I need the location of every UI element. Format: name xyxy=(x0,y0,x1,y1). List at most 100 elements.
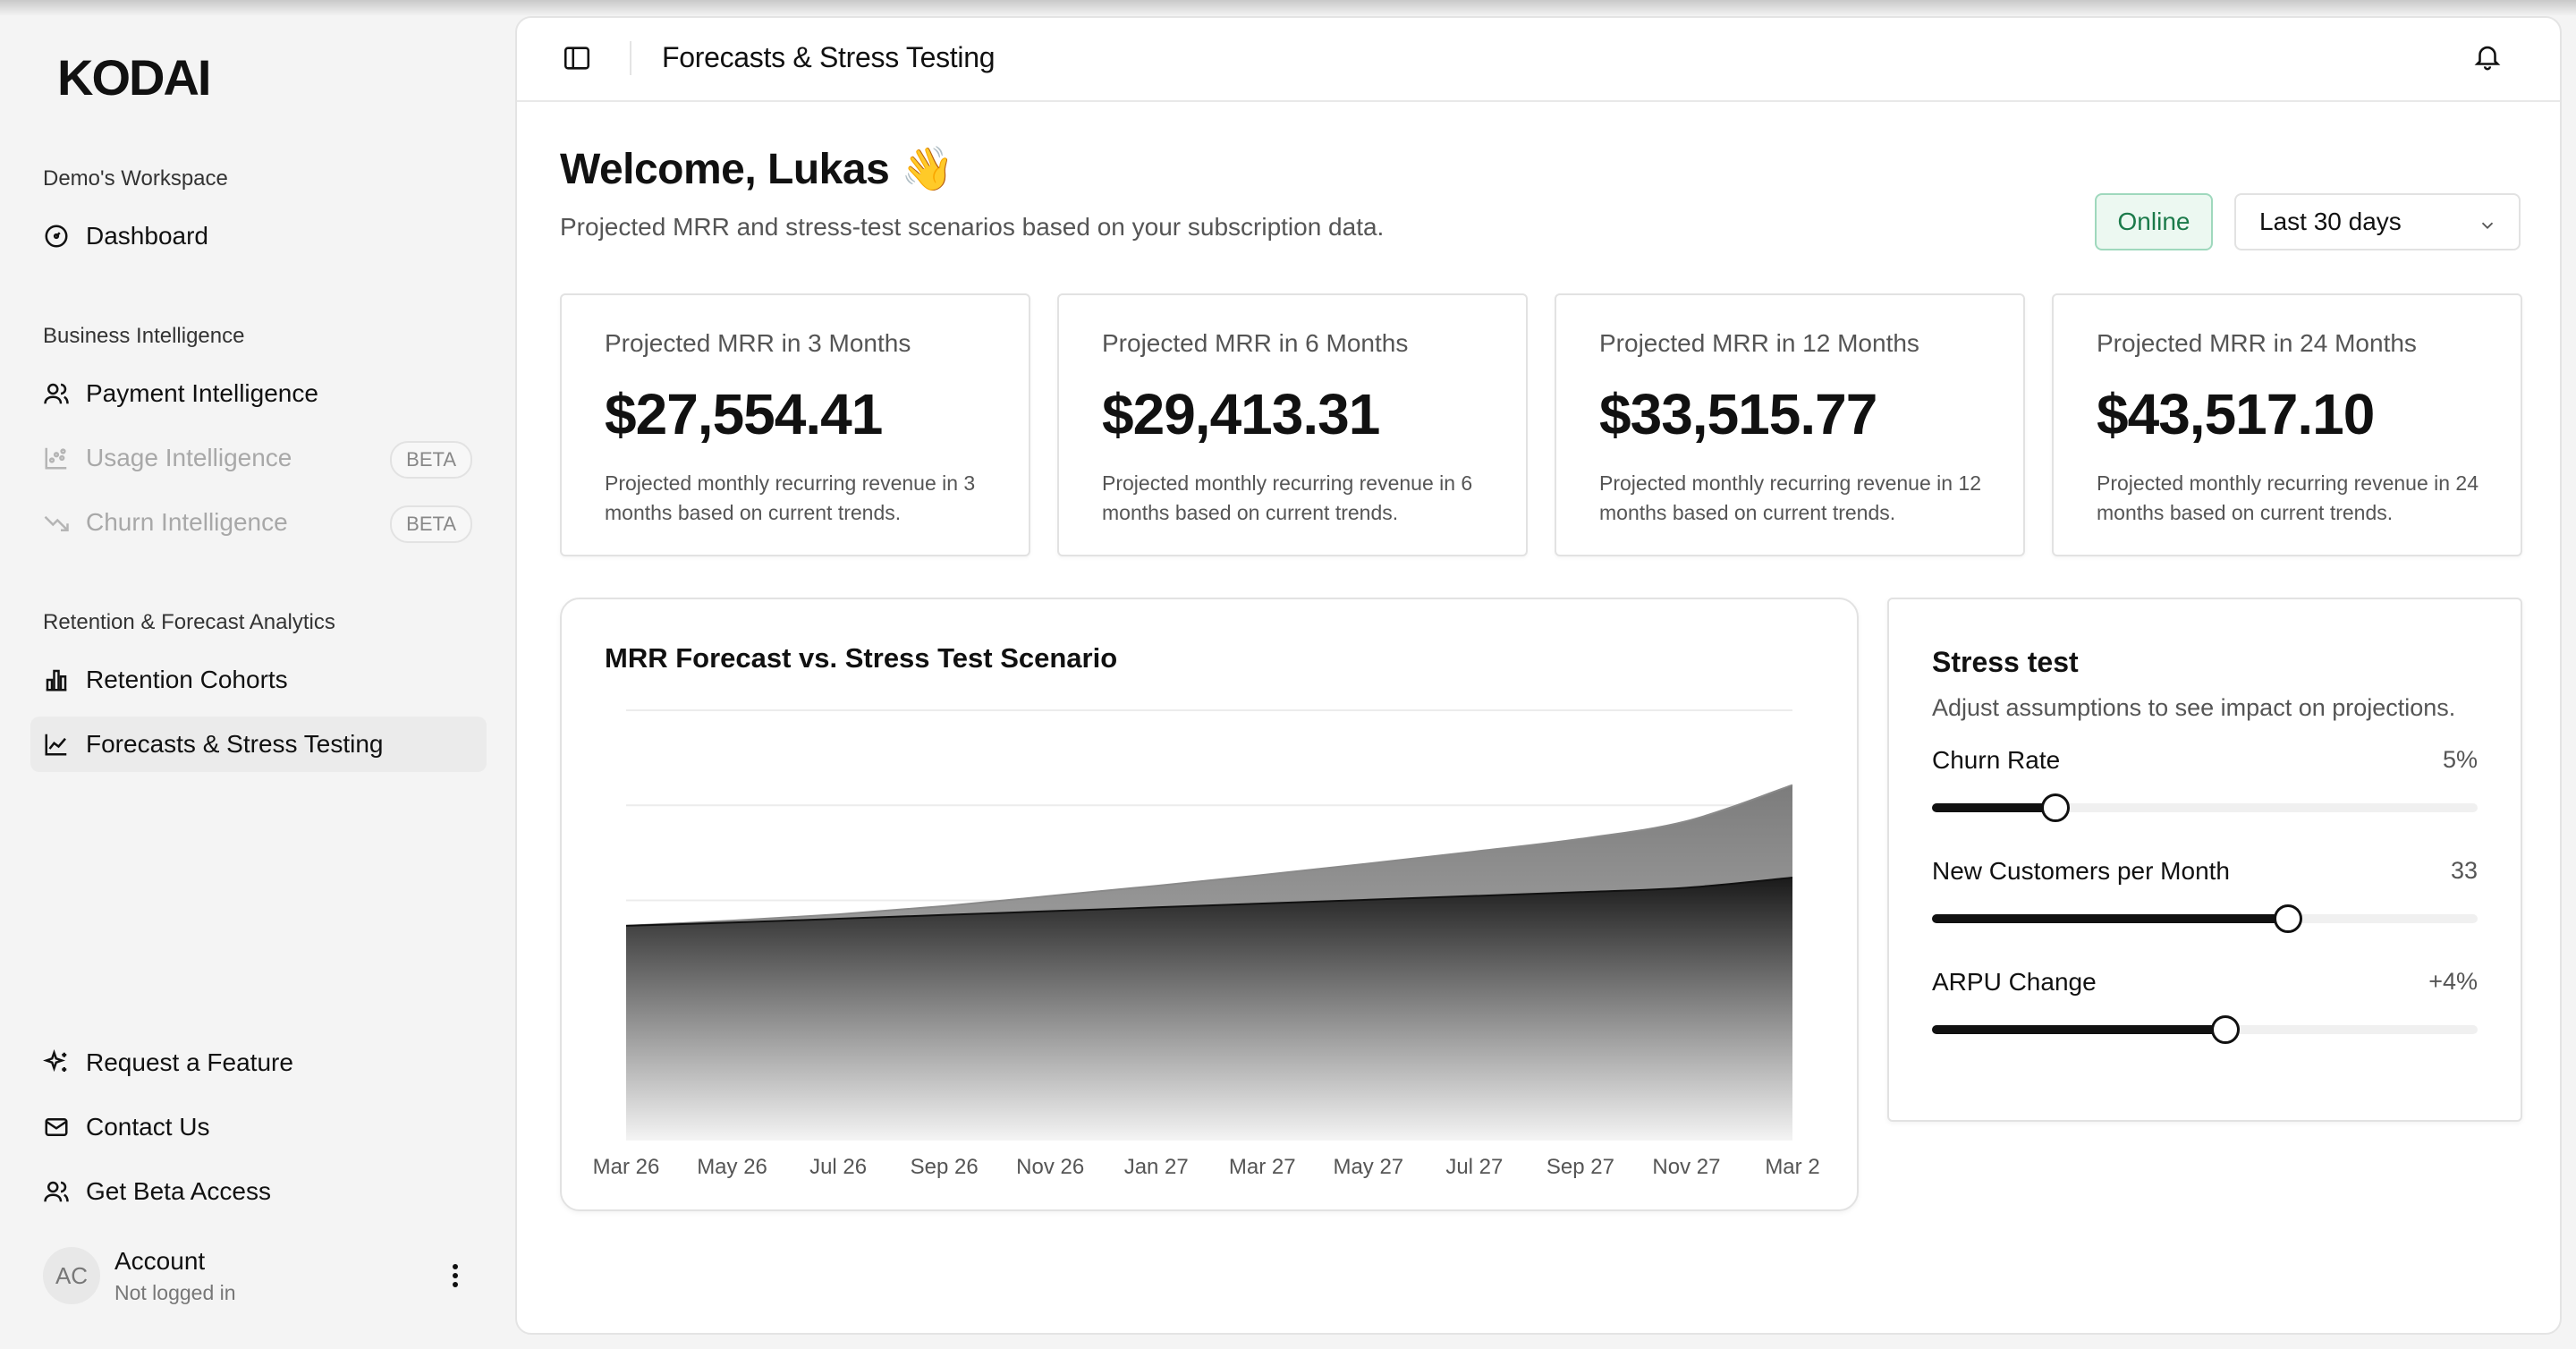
arpu-change-value: +4% xyxy=(2428,968,2478,995)
sidebar-item-label: Churn Intelligence xyxy=(86,508,288,536)
sidebar-item-label: Get Beta Access xyxy=(86,1177,271,1205)
sparkles-icon xyxy=(43,1049,70,1076)
kpi-value: $27,554.41 xyxy=(605,382,883,446)
forecast-line xyxy=(625,784,1793,927)
beta-badge: BETA xyxy=(390,505,472,543)
slider-fill xyxy=(1932,1025,2226,1034)
date-range-select[interactable]: Last 30 days xyxy=(2234,193,2521,250)
kpi-card-12-months: Projected MRR in 12 Months $33,515.77 Pr… xyxy=(1555,293,2025,556)
bar-chart-icon xyxy=(43,666,70,693)
sidebar-item-usage-intelligence[interactable]: Usage Intelligence BETA xyxy=(30,430,487,486)
kpi-value: $33,515.77 xyxy=(1599,382,1877,446)
kpi-label: Projected MRR in 24 Months xyxy=(2097,329,2417,357)
sidebar-item-label: Forecasts & Stress Testing xyxy=(86,730,384,758)
x-tick-label: Nov 27 xyxy=(1652,1155,1720,1179)
sidebar-item-retention-cohorts[interactable]: Retention Cohorts xyxy=(30,652,487,708)
sidebar-item-label: Dashboard xyxy=(86,222,208,250)
new-customers-value: 33 xyxy=(2450,857,2478,884)
stress-test-title: Stress test xyxy=(1932,646,2079,678)
more-vertical-icon[interactable] xyxy=(442,1258,469,1294)
kpi-card-3-months: Projected MRR in 3 Months $27,554.41 Pro… xyxy=(560,293,1030,556)
churn-rate-label: Churn Rate xyxy=(1932,746,2061,774)
x-tick-label: Mar 27 xyxy=(1229,1155,1296,1179)
kpi-label: Projected MRR in 3 Months xyxy=(605,329,911,357)
new-customers-slider[interactable] xyxy=(1932,904,2478,933)
stress-test-line xyxy=(625,877,1793,927)
slider-thumb[interactable] xyxy=(2040,793,2070,822)
sidebar: KODAI Demo's Workspace Dashboard Busines… xyxy=(0,0,510,1349)
new-customers-label: New Customers per Month xyxy=(1932,857,2231,885)
kpi-description: Projected monthly recurring revenue in 2… xyxy=(2097,471,2479,524)
main-panel: Forecasts & Stress Testing Welcome, Luka… xyxy=(515,16,2562,1335)
chevron-down-icon xyxy=(2478,213,2497,233)
sidebar-item-contact-us[interactable]: Contact Us xyxy=(30,1099,487,1155)
x-tick-label: Sep 26 xyxy=(911,1155,979,1179)
bell-icon[interactable] xyxy=(2472,41,2503,72)
stress-test-area xyxy=(626,878,1792,1141)
status-badge: Online xyxy=(2095,193,2213,250)
forecast-chart[interactable]: Mar 26 May 26 Jul 26 Sep 26 Nov 26 Jan 27 Mar … xyxy=(562,599,1860,1213)
kpi-value: $29,413.31 xyxy=(1102,382,1380,446)
divider xyxy=(630,41,631,75)
kpi-value: $43,517.10 xyxy=(2097,382,2375,446)
chart-scatter-icon xyxy=(43,445,70,471)
trending-down-icon xyxy=(43,509,70,536)
sidebar-item-forecasts[interactable]: Forecasts & Stress Testing xyxy=(30,717,487,772)
kpi-label: Projected MRR in 6 Months xyxy=(1102,329,1409,357)
sidebar-item-label: Contact Us xyxy=(86,1113,210,1141)
sidebar-item-beta-access[interactable]: Get Beta Access xyxy=(30,1164,487,1219)
sidebar-item-payment-intelligence[interactable]: Payment Intelligence xyxy=(30,366,487,421)
sidebar-item-request-feature[interactable]: Request a Feature xyxy=(30,1035,487,1090)
sidebar-item-label: Retention Cohorts xyxy=(86,666,288,693)
churn-rate-slider[interactable] xyxy=(1932,793,2478,822)
account-status: Not logged in xyxy=(114,1281,236,1304)
top-bar: Forecasts & Stress Testing xyxy=(517,18,2560,102)
beta-badge: BETA xyxy=(390,441,472,479)
svg-text:KODAI: KODAI xyxy=(57,54,209,104)
page-title: Forecasts & Stress Testing xyxy=(662,41,996,73)
slider-fill xyxy=(1932,803,2055,812)
slider-thumb[interactable] xyxy=(2211,1015,2241,1044)
avatar: AC xyxy=(43,1247,100,1304)
retention-forecast-label: Retention & Forecast Analytics xyxy=(43,610,335,634)
sidebar-item-label: Request a Feature xyxy=(86,1048,293,1076)
x-tick-label: Sep 27 xyxy=(1546,1155,1614,1179)
x-tick-label: Mar 26 xyxy=(593,1155,660,1179)
forecast-chart-card: Mar 26 May 26 Jul 26 Sep 26 Nov 26 Jan 27 Mar … xyxy=(560,598,1859,1211)
kpi-card-6-months: Projected MRR in 6 Months $29,413.31 Pro… xyxy=(1057,293,1528,556)
users-icon xyxy=(43,1178,70,1205)
sidebar-item-label: Payment Intelligence xyxy=(86,379,318,407)
x-tick-label: May 26 xyxy=(697,1155,767,1179)
x-tick-label: Jul 27 xyxy=(1445,1155,1503,1179)
kpi-description: Projected monthly recurring revenue in 3… xyxy=(605,471,976,524)
kodai-logo[interactable]: KODAI xyxy=(57,49,245,106)
sidebar-item-churn-intelligence[interactable]: Churn Intelligence BETA xyxy=(30,495,487,550)
area-chart-icon xyxy=(43,731,70,758)
slider-thumb[interactable] xyxy=(2273,904,2302,933)
x-tick-label: Jan 27 xyxy=(1124,1155,1189,1179)
kpi-description: Projected monthly recurring revenue in 1… xyxy=(1599,471,1982,524)
x-tick-label: May 27 xyxy=(1333,1155,1403,1179)
welcome-heading: Welcome, Lukas 👋 xyxy=(560,146,954,193)
arpu-change-slider[interactable] xyxy=(1932,1015,2478,1044)
business-intelligence-label: Business Intelligence xyxy=(43,324,245,348)
arpu-change-label: ARPU Change xyxy=(1932,968,2097,996)
page-subtitle: Projected MRR and stress-test scenarios … xyxy=(560,213,1385,241)
slider-fill xyxy=(1932,914,2288,923)
stress-test-card: Stress test Adjust assumptions to see im… xyxy=(1887,598,2522,1122)
mail-icon xyxy=(43,1114,70,1141)
date-range-value: Last 30 days xyxy=(2259,208,2402,235)
sidebar-toggle-icon[interactable] xyxy=(562,43,592,73)
stress-test-subtitle: Adjust assumptions to see impact on proj… xyxy=(1932,694,2456,721)
dashboard-gauge-icon xyxy=(43,223,70,250)
kpi-card-24-months: Projected MRR in 24 Months $43,517.10 Pr… xyxy=(2052,293,2522,556)
sidebar-item-label: Usage Intelligence xyxy=(86,444,292,471)
x-tick-label: Jul 26 xyxy=(809,1155,867,1179)
chart-title: MRR Forecast vs. Stress Test Scenario xyxy=(605,642,1118,674)
users-icon xyxy=(43,380,70,407)
x-tick-label: Mar 2 xyxy=(1765,1155,1819,1179)
workspace-label: Demo's Workspace xyxy=(43,166,228,191)
churn-rate-value: 5% xyxy=(2442,746,2478,773)
sidebar-item-dashboard[interactable]: Dashboard xyxy=(30,208,487,264)
account-menu[interactable]: AC Account Not logged in xyxy=(43,1245,490,1310)
